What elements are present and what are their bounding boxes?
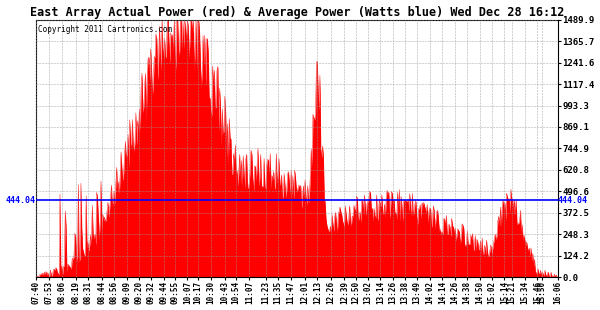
Text: 444.04: 444.04 bbox=[558, 196, 588, 205]
Text: Copyright 2011 Cartronics.com: Copyright 2011 Cartronics.com bbox=[38, 25, 172, 34]
Title: East Array Actual Power (red) & Average Power (Watts blue) Wed Dec 28 16:12: East Array Actual Power (red) & Average … bbox=[29, 6, 564, 19]
Text: 444.04: 444.04 bbox=[5, 196, 35, 205]
